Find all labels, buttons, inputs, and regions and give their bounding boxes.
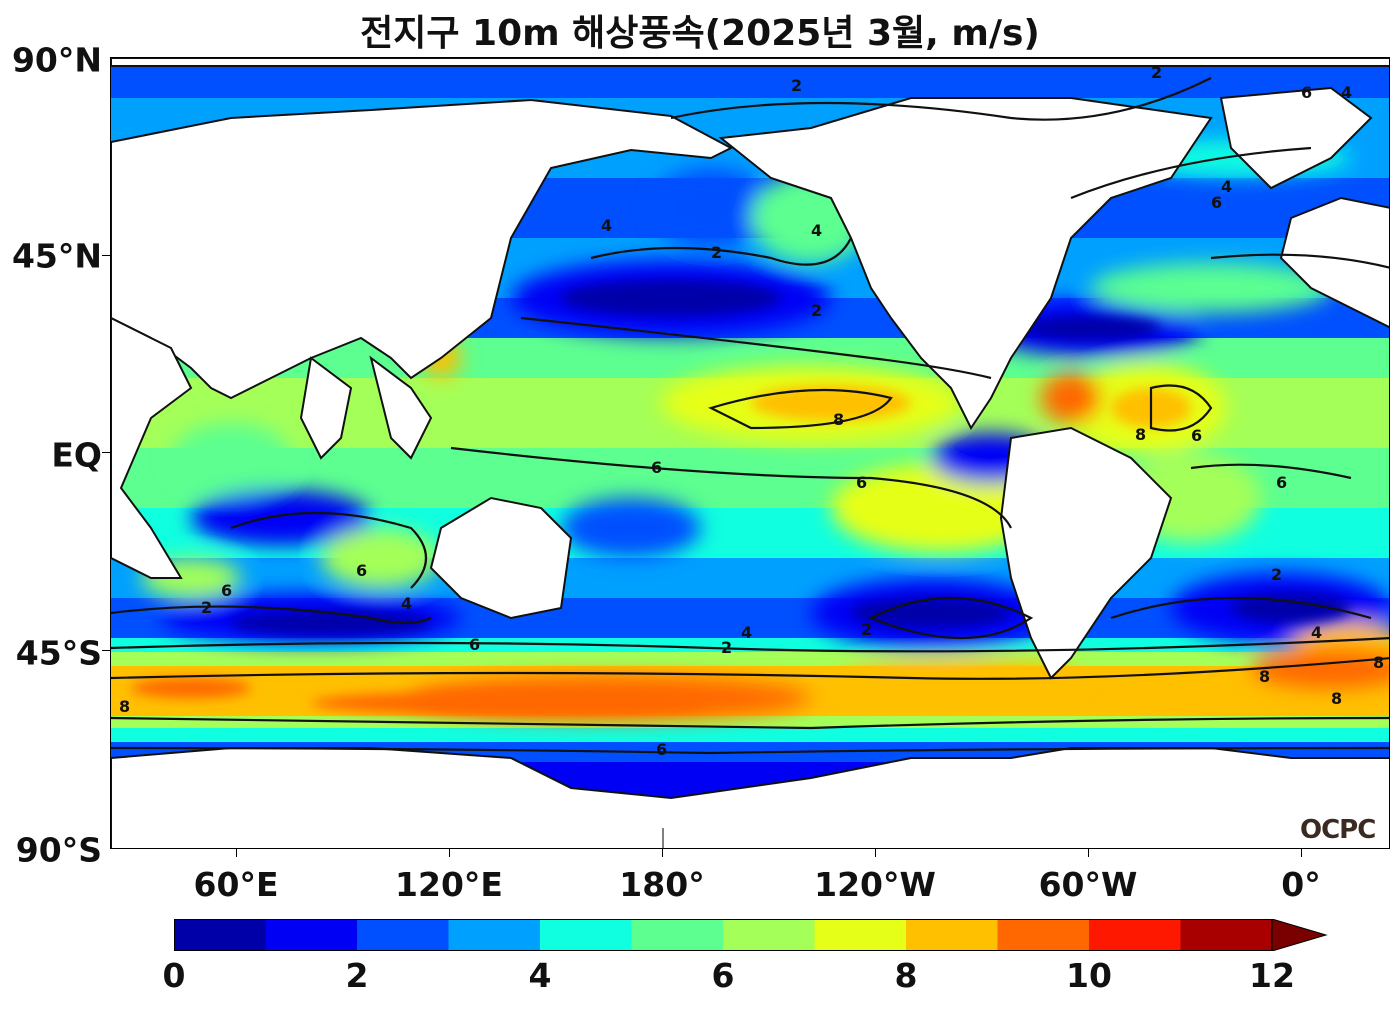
contour-label: 8 [1331,689,1342,708]
contour-label: 8 [1135,425,1146,444]
land-mass [111,58,1389,848]
colorbar-tick-label: 12 [1249,956,1295,995]
lon-tick [236,849,237,857]
lat-label-90s: 90°S [15,830,102,870]
lon-label-60w: 60°W [1038,865,1138,904]
contour-label: 8 [1259,667,1270,686]
colorbar-tick-label: 0 [162,956,186,995]
contour-label: 6 [656,740,667,759]
colorbar-segment [174,919,266,951]
contour-label: 4 [601,216,612,235]
contour-label: 4 [741,623,752,642]
lon-label-120e: 120°E [395,865,503,904]
contour-label: 2 [721,638,732,657]
contour-label: 4 [1341,83,1352,102]
contour-label: 2 [711,243,722,262]
contour-label: 2 [791,76,802,95]
lon-label-60e: 60°E [193,865,279,904]
contour-label: 6 [356,561,367,580]
colorbar-segment [1089,919,1181,951]
contour-label: 6 [1211,193,1222,212]
colorbar-segment [997,919,1090,951]
colorbar-segment [1180,919,1273,951]
contour-label: 8 [1373,653,1384,672]
colorbar-segment [357,919,449,951]
colorbar-segment [814,919,907,951]
contour-label: 2 [1271,565,1282,584]
colorbar-segment [540,919,632,951]
colorbar-segment [906,919,998,951]
lon-label-0: 0° [1281,865,1321,904]
lon-tick [662,849,663,857]
contour-label: 6 [651,458,662,477]
contour-label: 2 [811,301,822,320]
map-title: 전지구 10m 해상풍속(2025년 3월, m/s) [360,13,1040,54]
map-canvas: 2 2 2 2 2 2 2 2 4 4 4 4 4 4 4 6 6 6 6 6 … [111,58,1389,848]
contour-label: 6 [856,473,867,492]
contour-label: 4 [1221,177,1232,196]
ocpc-logo: OCPC [1300,815,1376,845]
contour-label: 6 [1191,426,1202,445]
colorbar-segment [265,919,358,951]
colorbar-tick-label: 2 [345,956,369,995]
colorbar-tick-label: 6 [711,956,735,995]
colorbar-extend-arrow [1271,919,1328,951]
lat-tick [102,255,110,256]
contour-label: 8 [119,697,130,716]
contour-label: 8 [833,410,844,429]
colorbar [174,919,1328,951]
lat-label-eq: EQ [51,435,102,475]
contour-label: 2 [1151,63,1162,82]
contour-label: 4 [1311,623,1322,642]
contour-label: 6 [469,635,480,654]
lon-tick [1088,849,1089,857]
lon-label-120w: 120°W [814,865,936,904]
colorbar-segment [631,919,724,951]
wind-speed-map: 2 2 2 2 2 2 2 2 4 4 4 4 4 4 4 6 6 6 6 6 … [110,57,1390,849]
colorbar-tick-label: 8 [894,956,918,995]
lon-label-180: 180° [619,865,705,904]
contour-label: 6 [1276,473,1287,492]
contour-label: 6 [1301,83,1312,102]
lat-label-90n: 90°N [11,40,102,80]
colorbar-tick-label: 10 [1066,956,1112,995]
contour-lines [111,77,1389,755]
lon-tick [449,849,450,857]
contour-labels: 2 2 2 2 2 2 2 2 4 4 4 4 4 4 4 6 6 6 6 6 … [119,63,1384,759]
contour-label: 2 [201,598,212,617]
lat-tick [102,650,110,651]
contour-label: 4 [401,594,412,613]
contour-label: 6 [221,581,232,600]
colorbar-segment [723,919,815,951]
lat-label-45s: 45°S [15,633,102,673]
lat-tick [102,452,110,453]
lon-tick [1301,849,1302,857]
contour-label: 2 [861,620,872,639]
lat-label-45n: 45°N [11,236,102,276]
lon-tick [875,849,876,857]
colorbar-tick-label: 4 [528,956,552,995]
colorbar-segment [448,919,541,951]
contour-label: 4 [811,221,822,240]
